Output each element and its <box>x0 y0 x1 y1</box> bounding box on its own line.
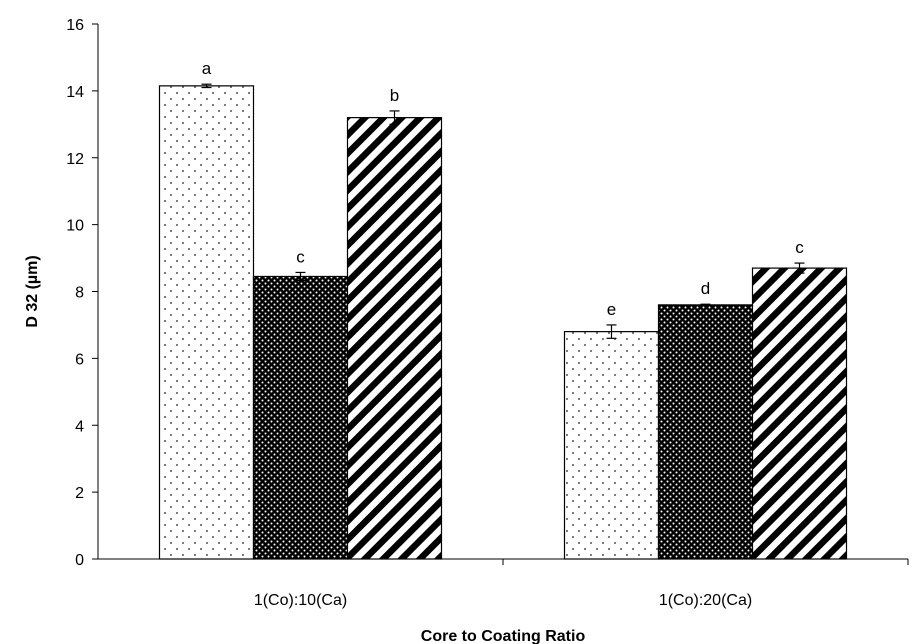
x-axis-ticks: 1(Co):10(Ca) 1(Co):20(Ca) <box>254 559 909 609</box>
y-tick-label: 16 <box>66 17 84 34</box>
y-axis-label: D 32 (µm) <box>24 255 41 327</box>
y-tick-label: 2 <box>75 485 84 502</box>
bar <box>751 267 848 560</box>
bars-group <box>158 85 848 560</box>
bar <box>252 275 349 560</box>
error-bars-group <box>201 83 805 339</box>
bar <box>158 85 255 560</box>
significance-letter: b <box>390 86 399 105</box>
y-tick-label: 8 <box>75 285 84 302</box>
y-axis-ticks: 0 2 4 6 8 10 12 14 16 <box>66 17 98 569</box>
significance-letter: c <box>296 247 305 266</box>
significance-letter: e <box>607 300 616 319</box>
y-tick-label: 10 <box>66 218 84 235</box>
bar <box>346 117 443 560</box>
y-tick-label: 4 <box>75 418 84 435</box>
y-tick-label: 0 <box>75 552 84 569</box>
significance-letter: d <box>701 279 710 298</box>
bar <box>563 331 660 560</box>
significance-letter: a <box>202 59 212 78</box>
significance-letter: c <box>795 238 804 257</box>
x-axis-label: Core to Coating Ratio <box>421 628 586 644</box>
bar <box>657 304 754 560</box>
y-tick-label: 6 <box>75 351 84 368</box>
significance-letters-group: a c b e d c <box>202 59 804 319</box>
y-tick-label: 12 <box>66 151 84 168</box>
x-tick-label: 1(Co):20(Ca) <box>659 592 752 609</box>
y-tick-label: 14 <box>66 84 84 101</box>
x-tick-label: 1(Co):10(Ca) <box>254 592 347 609</box>
